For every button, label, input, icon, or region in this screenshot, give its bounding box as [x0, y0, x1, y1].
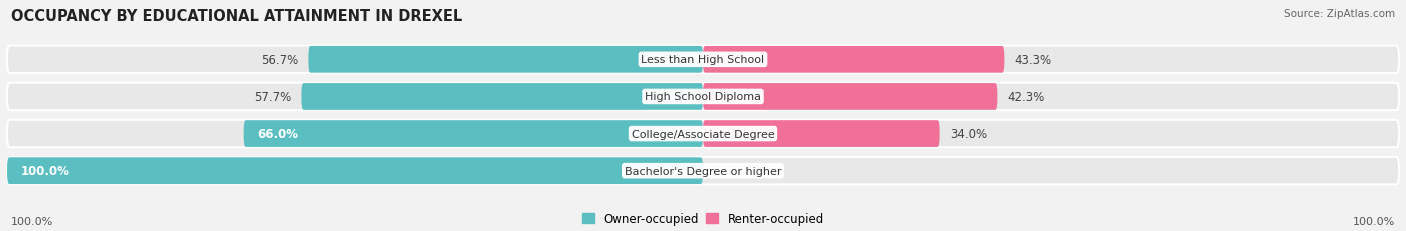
Text: College/Associate Degree: College/Associate Degree	[631, 129, 775, 139]
Text: 42.3%: 42.3%	[1008, 91, 1045, 103]
Text: 57.7%: 57.7%	[253, 91, 291, 103]
FancyBboxPatch shape	[703, 84, 997, 110]
FancyBboxPatch shape	[308, 47, 703, 73]
Text: 43.3%: 43.3%	[1015, 54, 1052, 67]
FancyBboxPatch shape	[243, 121, 703, 147]
Text: 100.0%: 100.0%	[21, 164, 70, 177]
Text: 34.0%: 34.0%	[950, 128, 987, 140]
FancyBboxPatch shape	[7, 120, 1399, 148]
Text: OCCUPANCY BY EDUCATIONAL ATTAINMENT IN DREXEL: OCCUPANCY BY EDUCATIONAL ATTAINMENT IN D…	[11, 9, 463, 24]
Text: 66.0%: 66.0%	[257, 128, 298, 140]
Text: 100.0%: 100.0%	[1353, 216, 1395, 226]
Text: 56.7%: 56.7%	[260, 54, 298, 67]
FancyBboxPatch shape	[7, 157, 1399, 185]
FancyBboxPatch shape	[7, 83, 1399, 111]
Legend: Owner-occupied, Renter-occupied: Owner-occupied, Renter-occupied	[582, 212, 824, 225]
FancyBboxPatch shape	[301, 84, 703, 110]
Text: Bachelor's Degree or higher: Bachelor's Degree or higher	[624, 166, 782, 176]
FancyBboxPatch shape	[7, 46, 1399, 74]
Text: 0.0%: 0.0%	[713, 164, 742, 177]
FancyBboxPatch shape	[7, 158, 703, 184]
Text: 100.0%: 100.0%	[11, 216, 53, 226]
Text: Less than High School: Less than High School	[641, 55, 765, 65]
FancyBboxPatch shape	[703, 121, 939, 147]
Text: Source: ZipAtlas.com: Source: ZipAtlas.com	[1284, 9, 1395, 19]
Text: High School Diploma: High School Diploma	[645, 92, 761, 102]
FancyBboxPatch shape	[703, 47, 1004, 73]
